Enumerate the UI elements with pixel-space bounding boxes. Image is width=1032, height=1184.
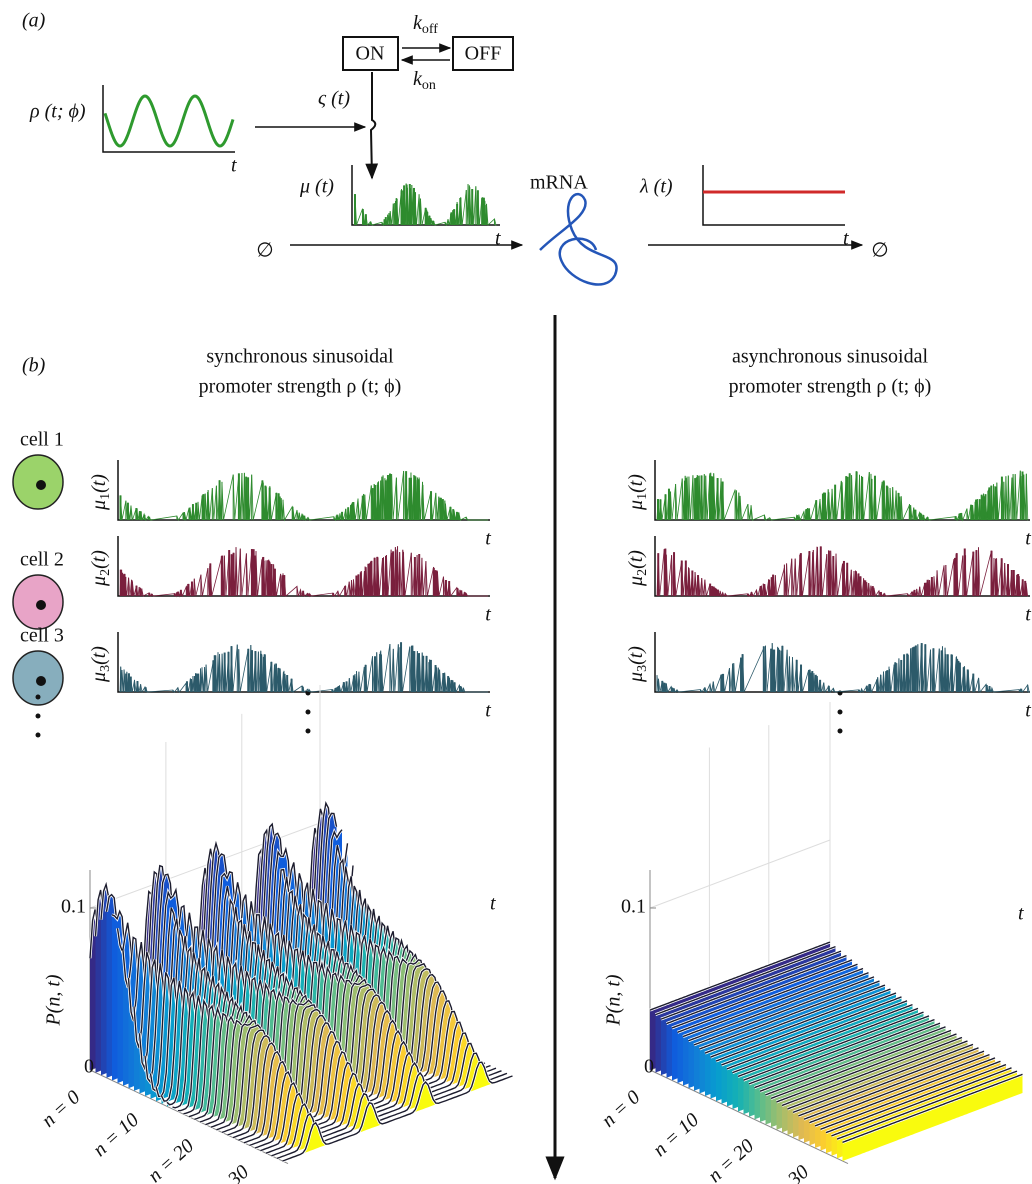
column-title: promoter strength ρ (t; ϕ) xyxy=(729,376,932,398)
trace-label-sub: 2 xyxy=(635,569,650,576)
switch-label: ς (t) xyxy=(318,88,350,110)
column-title: promoter strength ρ (t; ϕ) xyxy=(199,376,402,398)
time-label: t xyxy=(495,228,501,250)
ellipsis-dot xyxy=(838,729,843,734)
time-label: t xyxy=(843,228,849,250)
trace-label-sub: 1 xyxy=(98,493,113,500)
n-label: n = 10 xyxy=(89,1109,143,1161)
mrna-strand xyxy=(540,194,617,284)
trace-label-tail: (t) xyxy=(88,474,110,493)
figure: (a) ON OFF koff kon ς (t) ρ (t; ϕ) t μ (t) t ∅ mRNA… xyxy=(0,0,1032,1184)
n-label: n = 30 xyxy=(759,1161,813,1184)
switch-arrow xyxy=(371,72,375,178)
cell-label: cell 1 xyxy=(20,429,64,451)
n-label: n = 10 xyxy=(649,1109,703,1161)
trace-label-base: μ xyxy=(625,576,647,587)
time-label: t xyxy=(485,604,491,626)
trace-label-tail: (t) xyxy=(625,646,647,665)
grid-line xyxy=(650,840,830,908)
lambda-label: λ (t) xyxy=(639,176,673,198)
column-title: asynchronous sinusoidal xyxy=(732,346,929,368)
ellipsis-dot xyxy=(306,729,311,734)
time-label: t xyxy=(1018,903,1024,925)
y-tick-label: 0 xyxy=(644,1056,654,1078)
trace-label-sub: 3 xyxy=(98,665,113,672)
cell-label: cell 3 xyxy=(20,625,64,647)
trace-label: μ3(t) xyxy=(88,646,114,683)
n-label: n = 20 xyxy=(144,1135,198,1184)
n-label: n = 0 xyxy=(38,1086,85,1131)
n-label: n = 20 xyxy=(704,1135,758,1184)
ellipsis-dot xyxy=(306,710,311,715)
trace-label-tail: (t) xyxy=(625,474,647,493)
rate-on-sub: on xyxy=(422,78,436,93)
panel-label: (a) xyxy=(22,10,46,32)
panel-label: (b) xyxy=(22,355,46,377)
trace-label-base: μ xyxy=(88,500,110,511)
mu-label: μ (t) xyxy=(299,176,334,198)
time-label: t xyxy=(490,893,496,915)
trace-label-tail: (t) xyxy=(88,646,110,665)
ellipsis-dot xyxy=(36,733,41,738)
rate-off-sub: off xyxy=(422,22,438,37)
time-label: t xyxy=(1025,700,1031,722)
y-tick-label: 0.1 xyxy=(621,896,646,918)
trace-label-sub: 1 xyxy=(635,493,650,500)
empty-set: ∅ xyxy=(871,240,888,262)
trace-spike-outline xyxy=(120,642,488,692)
trace-label-base: μ xyxy=(88,672,110,683)
nucleus xyxy=(36,600,46,610)
trace-spike-outline xyxy=(120,471,488,520)
promoter-curve xyxy=(105,96,233,146)
time-label: t xyxy=(1025,528,1031,550)
ellipsis-dot xyxy=(36,695,41,700)
trace-label-sub: 3 xyxy=(635,665,650,672)
n-label: n = 30 xyxy=(199,1161,253,1184)
y-axis-label: P(n, t) xyxy=(603,974,625,1026)
time-label: t xyxy=(485,528,491,550)
rate-on: kon xyxy=(413,68,436,94)
trace-label: μ1(t) xyxy=(88,474,114,511)
cell-label: cell 2 xyxy=(20,549,64,571)
empty-set: ∅ xyxy=(256,240,273,262)
nucleus xyxy=(36,480,46,490)
trace-label: μ2(t) xyxy=(625,550,651,587)
axis xyxy=(118,632,490,692)
trace-label: μ2(t) xyxy=(88,550,114,587)
trace-label-base: μ xyxy=(625,500,647,511)
trace-label: μ1(t) xyxy=(625,474,651,511)
trace-spike-outline xyxy=(120,546,488,596)
mrna-label: mRNA xyxy=(530,172,588,194)
y-axis-label: P(n, t) xyxy=(43,974,65,1026)
trace-label: μ3(t) xyxy=(625,646,651,683)
trace-label-base: μ xyxy=(88,576,110,587)
ellipsis-dot xyxy=(838,710,843,715)
axis xyxy=(703,165,845,225)
column-title: synchronous sinusoidal xyxy=(206,346,394,368)
time-label: t xyxy=(231,155,237,177)
trace-label-sub: 2 xyxy=(98,569,113,576)
trace-label-tail: (t) xyxy=(625,550,647,569)
trace-label-tail: (t) xyxy=(88,550,110,569)
n-label: n = 0 xyxy=(598,1086,645,1131)
ellipsis-dot xyxy=(36,714,41,719)
rate-off: koff xyxy=(413,12,438,38)
state-off: OFF xyxy=(465,43,502,65)
state-on: ON xyxy=(356,43,385,65)
trace-label-base: μ xyxy=(625,672,647,683)
y-tick-label: 0 xyxy=(84,1056,94,1078)
nucleus xyxy=(36,676,46,686)
rho-label: ρ (t; ϕ) xyxy=(29,101,86,123)
y-tick-label: 0.1 xyxy=(61,896,86,918)
axis xyxy=(118,460,490,520)
time-label: t xyxy=(1025,604,1031,626)
time-label: t xyxy=(485,700,491,722)
